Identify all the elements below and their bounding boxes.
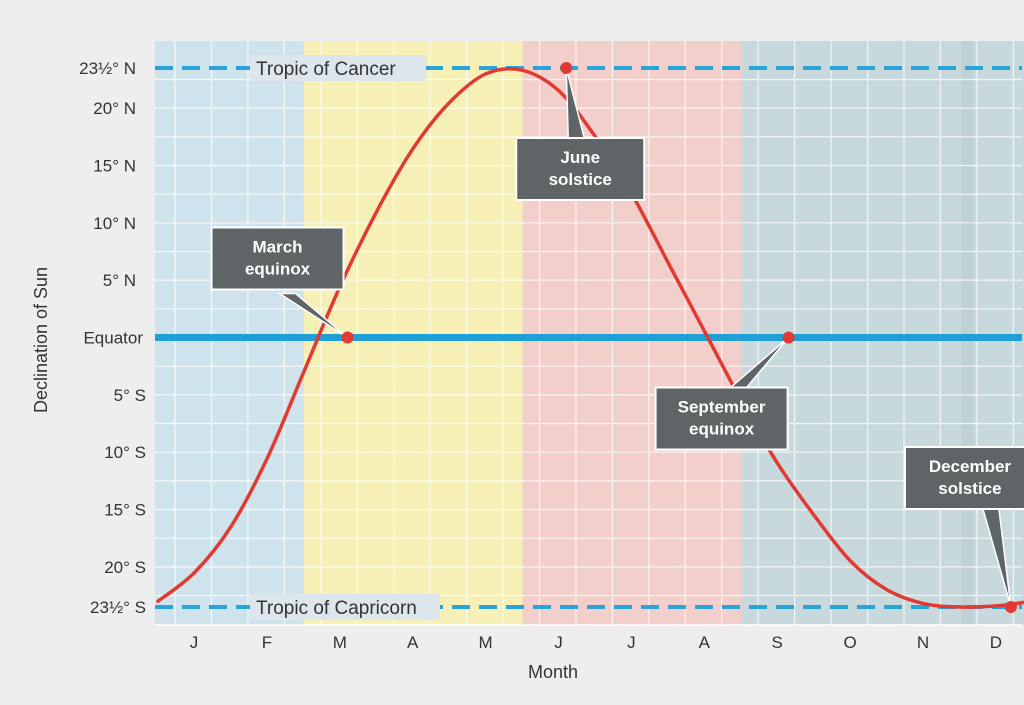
reference-labels: Tropic of Cancer Tropic of Capricorn: [250, 55, 440, 620]
callout-label: December: [929, 457, 1012, 476]
callout-box: [515, 137, 646, 201]
y-tick-label: 23½° N: [79, 59, 136, 78]
x-axis-title: Month: [528, 662, 578, 682]
key-date-point: [560, 62, 573, 74]
x-tick-label: A: [699, 633, 711, 652]
callout-box: [654, 386, 789, 451]
tropic-label: Tropic of Capricorn: [256, 598, 417, 619]
x-tick-label: J: [554, 633, 563, 652]
season-band: [158, 41, 304, 625]
grid-lines: [155, 41, 1022, 626]
season-band: [303, 41, 523, 625]
y-tick-label: 10° S: [104, 443, 146, 462]
callout-label: solstice: [549, 170, 612, 189]
callout-box: [903, 446, 1024, 510]
y-tick-label: 10° N: [93, 214, 136, 233]
callout-label: June: [560, 148, 600, 167]
y-tick-label: 15° N: [93, 156, 136, 175]
x-tick-label: J: [190, 633, 199, 652]
key-date-point: [341, 331, 354, 344]
season-band: [741, 41, 1024, 625]
y-tick-label: 20° S: [104, 558, 146, 577]
tropic-label-background: [250, 55, 426, 81]
callout-label: September: [678, 398, 766, 417]
x-tick-label: N: [917, 633, 929, 652]
tropic-label: Tropic of Cancer: [256, 59, 396, 80]
callout-label: solstice: [938, 479, 1001, 498]
callout-label: equinox: [689, 420, 755, 439]
x-tick-label: M: [333, 633, 347, 652]
key-date-point: [782, 331, 795, 344]
callout-pointer: [277, 292, 349, 339]
y-tick-labels: 23½° N 20° N 15° N 10° N 5° N Equator 5° S 10° …: [79, 59, 146, 617]
y-tick-label: 15° S: [104, 501, 146, 520]
x-tick-label: O: [843, 633, 856, 652]
key-date-point: [1004, 601, 1017, 613]
declination-curve: [156, 66, 1024, 609]
callout-box: [210, 226, 345, 291]
y-tick-label: 23½° S: [90, 598, 146, 617]
callout-label: March: [253, 238, 303, 257]
callout-label: equinox: [245, 260, 311, 279]
season-band-shade: [961, 41, 974, 625]
x-tick-label: S: [772, 633, 783, 652]
x-tick-label: D: [990, 633, 1002, 652]
x-tick-label: M: [479, 633, 493, 652]
y-tick-label: 5° N: [103, 271, 136, 290]
declination-curve-group: [156, 66, 1024, 609]
x-tick-label: J: [627, 633, 636, 652]
y-tick-label: Equator: [83, 329, 143, 348]
season-band: [522, 41, 742, 625]
callouts: March equinox June solstice September equinox…: [210, 62, 1024, 613]
y-tick-label: 20° N: [93, 99, 136, 118]
y-axis-title: Declination of Sun: [31, 267, 51, 413]
x-tick-label: F: [262, 633, 272, 652]
x-tick-label: A: [407, 633, 419, 652]
y-tick-label: 5° S: [114, 386, 146, 405]
tropic-label-background: [250, 594, 440, 620]
